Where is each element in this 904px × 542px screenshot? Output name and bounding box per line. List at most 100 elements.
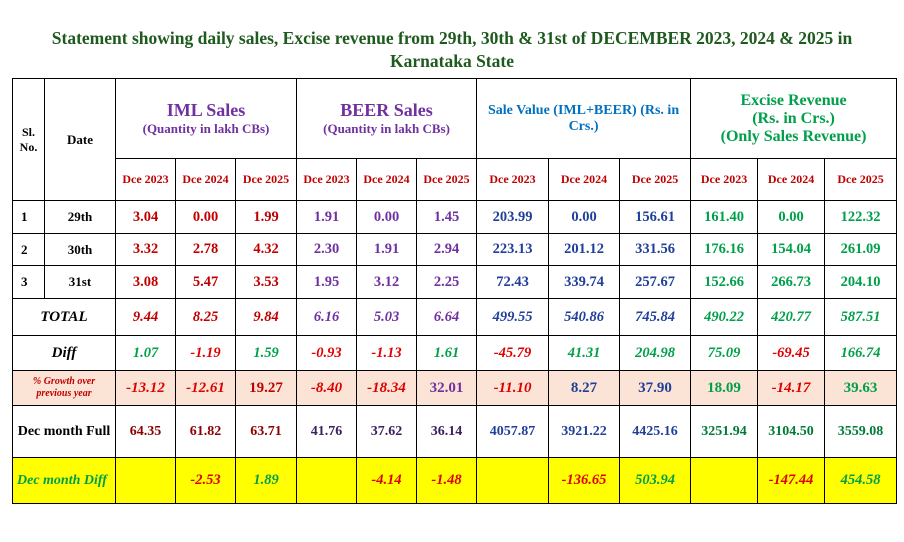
value-cell: 1.95	[296, 265, 358, 299]
sl-no-header: Sl. No.	[12, 78, 45, 201]
value-cell: -14.17	[757, 370, 826, 406]
value-cell: 454.58	[824, 457, 898, 504]
value-cell: -1.13	[356, 335, 418, 371]
year-header: Dce 2024	[356, 158, 418, 201]
value-cell: 36.14	[416, 405, 478, 458]
value-cell: 2.78	[175, 233, 236, 266]
value-cell: -1.48	[416, 457, 478, 504]
value-cell: 204.98	[619, 335, 692, 371]
value-cell: -136.65	[548, 457, 621, 504]
value-cell: 75.09	[690, 335, 759, 371]
value-cell: 223.13	[476, 233, 550, 266]
value-cell: 2.30	[296, 233, 358, 266]
value-cell: 32.01	[416, 370, 478, 406]
value-cell: 3.08	[115, 265, 176, 299]
date: 30th	[44, 233, 116, 266]
group-header-line: (Only Sales Revenue)	[720, 127, 867, 145]
value-cell: 6.64	[416, 298, 478, 336]
value-cell	[115, 457, 176, 504]
row-label: Dec month Diff	[12, 457, 116, 504]
value-cell: 41.76	[296, 405, 358, 458]
year-header: Dce 2024	[175, 158, 236, 201]
header-row: Sl. No. Date IML Sales (Quantity in lakh CB…	[12, 78, 898, 201]
value-cell: 420.77	[757, 298, 826, 336]
value-cell: 1.59	[234, 335, 298, 371]
value-cell: -69.45	[757, 335, 826, 371]
value-cell: -45.79	[476, 335, 550, 371]
value-cell: 3.53	[234, 265, 298, 299]
value-cell: 72.43	[476, 265, 550, 299]
year-header: Dce 2025	[234, 158, 298, 201]
value-cell: 9.44	[115, 298, 176, 336]
value-cell	[476, 457, 550, 504]
table-head: Sl. No. Date IML Sales (Quantity in lakh CB…	[12, 78, 898, 201]
value-cell: 1.89	[234, 457, 298, 504]
group-header: BEER Sales (Quantity in lakh CBs)	[296, 78, 478, 159]
group-header-line: IML Sales	[166, 100, 246, 120]
data-row: TOTAL 9.44 8.25 9.84 6.16 5.03 6.64 499.55 540.8…	[12, 298, 898, 336]
value-cell: -13.12	[115, 370, 176, 406]
row-label: TOTAL	[12, 298, 116, 336]
value-cell: -1.19	[175, 335, 236, 371]
date: 31st	[44, 265, 116, 299]
value-cell: 39.63	[824, 370, 898, 406]
value-cell: 176.16	[690, 233, 759, 266]
value-cell: 166.74	[824, 335, 898, 371]
value-cell: 1.91	[296, 200, 358, 234]
value-cell: 9.84	[234, 298, 298, 336]
value-cell: -4.14	[356, 457, 418, 504]
value-cell: 37.90	[619, 370, 692, 406]
value-cell: 19.27	[234, 370, 298, 406]
year-header: Dce 2023	[115, 158, 176, 201]
value-cell: 154.04	[757, 233, 826, 266]
value-cell: 2.25	[416, 265, 478, 299]
value-cell	[690, 457, 759, 504]
value-cell: 3559.08	[824, 405, 898, 458]
group-header: Excise Revenue (Rs. in Crs.) (Only Sales R…	[690, 78, 898, 159]
year-header: Dce 2023	[296, 158, 358, 201]
value-cell: 156.61	[619, 200, 692, 234]
data-row: 3 31st 3.08 5.47 3.53 1.95 3.12 2.25 72.43 339.74…	[12, 265, 898, 299]
value-cell: 745.84	[619, 298, 692, 336]
year-header: Dce 2025	[619, 158, 692, 201]
group-header-line: (Rs. in Crs.)	[752, 109, 835, 127]
value-cell: 3104.50	[757, 405, 826, 458]
value-cell: 63.71	[234, 405, 298, 458]
sales-table: Sl. No. Date IML Sales (Quantity in lakh CB…	[12, 78, 898, 504]
value-cell: 64.35	[115, 405, 176, 458]
value-cell	[296, 457, 358, 504]
value-cell: 490.22	[690, 298, 759, 336]
year-header: Dce 2025	[416, 158, 478, 201]
value-cell: 61.82	[175, 405, 236, 458]
value-cell: 2.94	[416, 233, 478, 266]
value-cell: 6.16	[296, 298, 358, 336]
value-cell: 257.67	[619, 265, 692, 299]
year-header: Dce 2024	[548, 158, 621, 201]
value-cell: 587.51	[824, 298, 898, 336]
value-cell: -18.34	[356, 370, 418, 406]
value-cell: -147.44	[757, 457, 826, 504]
value-cell: 5.03	[356, 298, 418, 336]
data-row: Dec month Full 64.35 61.82 63.71 41.76 37.62 3…	[12, 405, 898, 458]
value-cell: 3.32	[115, 233, 176, 266]
value-cell: 1.45	[416, 200, 478, 234]
sl-no: 3	[12, 265, 45, 299]
value-cell: 3.04	[115, 200, 176, 234]
value-cell: -0.93	[296, 335, 358, 371]
data-row: % Growth over previous year -13.12 -12.61 1…	[12, 370, 898, 406]
group-header-line: Excise Revenue	[740, 91, 847, 109]
value-cell: 540.86	[548, 298, 621, 336]
sl-no: 1	[12, 200, 45, 234]
value-cell: 499.55	[476, 298, 550, 336]
value-cell: 0.00	[548, 200, 621, 234]
group-header: IML Sales (Quantity in lakh CBs)	[114, 78, 298, 159]
value-cell: 331.56	[619, 233, 692, 266]
value-cell: 3251.94	[690, 405, 759, 458]
value-cell: 1.07	[115, 335, 176, 371]
row-label: Dec month Full	[12, 405, 116, 458]
value-cell: 3921.22	[548, 405, 621, 458]
group-header: Sale Value (IML+BEER) (Rs. in Crs.)	[476, 78, 692, 159]
value-cell: 5.47	[175, 265, 236, 299]
